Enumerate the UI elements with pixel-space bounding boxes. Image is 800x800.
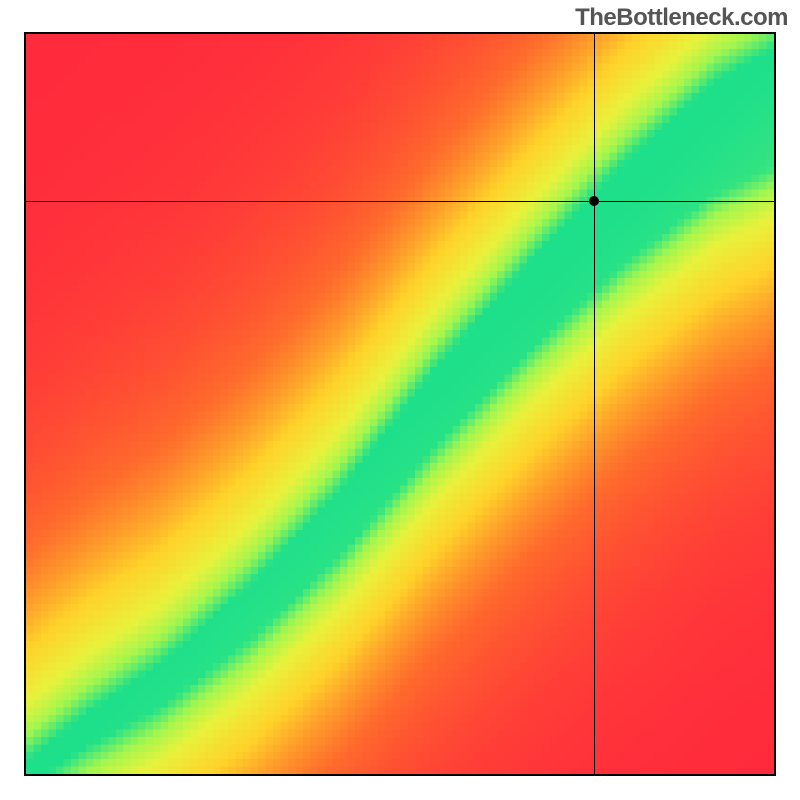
heatmap-canvas — [26, 34, 774, 774]
crosshair-vertical — [594, 34, 595, 774]
crosshair-marker — [589, 196, 599, 206]
crosshair-horizontal — [26, 201, 774, 202]
figure-container: TheBottleneck.com — [0, 0, 800, 800]
plot-area — [24, 32, 776, 776]
watermark-text: TheBottleneck.com — [575, 4, 788, 32]
